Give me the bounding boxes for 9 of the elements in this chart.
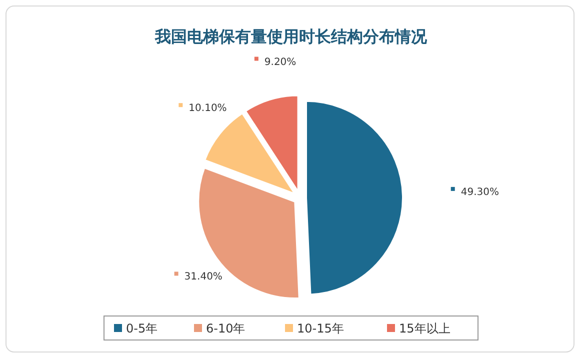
legend-label: 6-10年 bbox=[206, 322, 246, 336]
legend-label: 15年以上 bbox=[399, 322, 450, 336]
data-label: 31.40% bbox=[184, 272, 222, 283]
legend-label: 10-15年 bbox=[297, 322, 344, 336]
data-label: 49.30% bbox=[460, 186, 500, 198]
data-label: 9.20% bbox=[264, 56, 296, 68]
chart-title: 我国电梯保有量使用时长结构分布情况 bbox=[154, 27, 428, 46]
data-label: 10.10% bbox=[188, 103, 227, 114]
legend-label: 0-5年 bbox=[126, 322, 158, 336]
